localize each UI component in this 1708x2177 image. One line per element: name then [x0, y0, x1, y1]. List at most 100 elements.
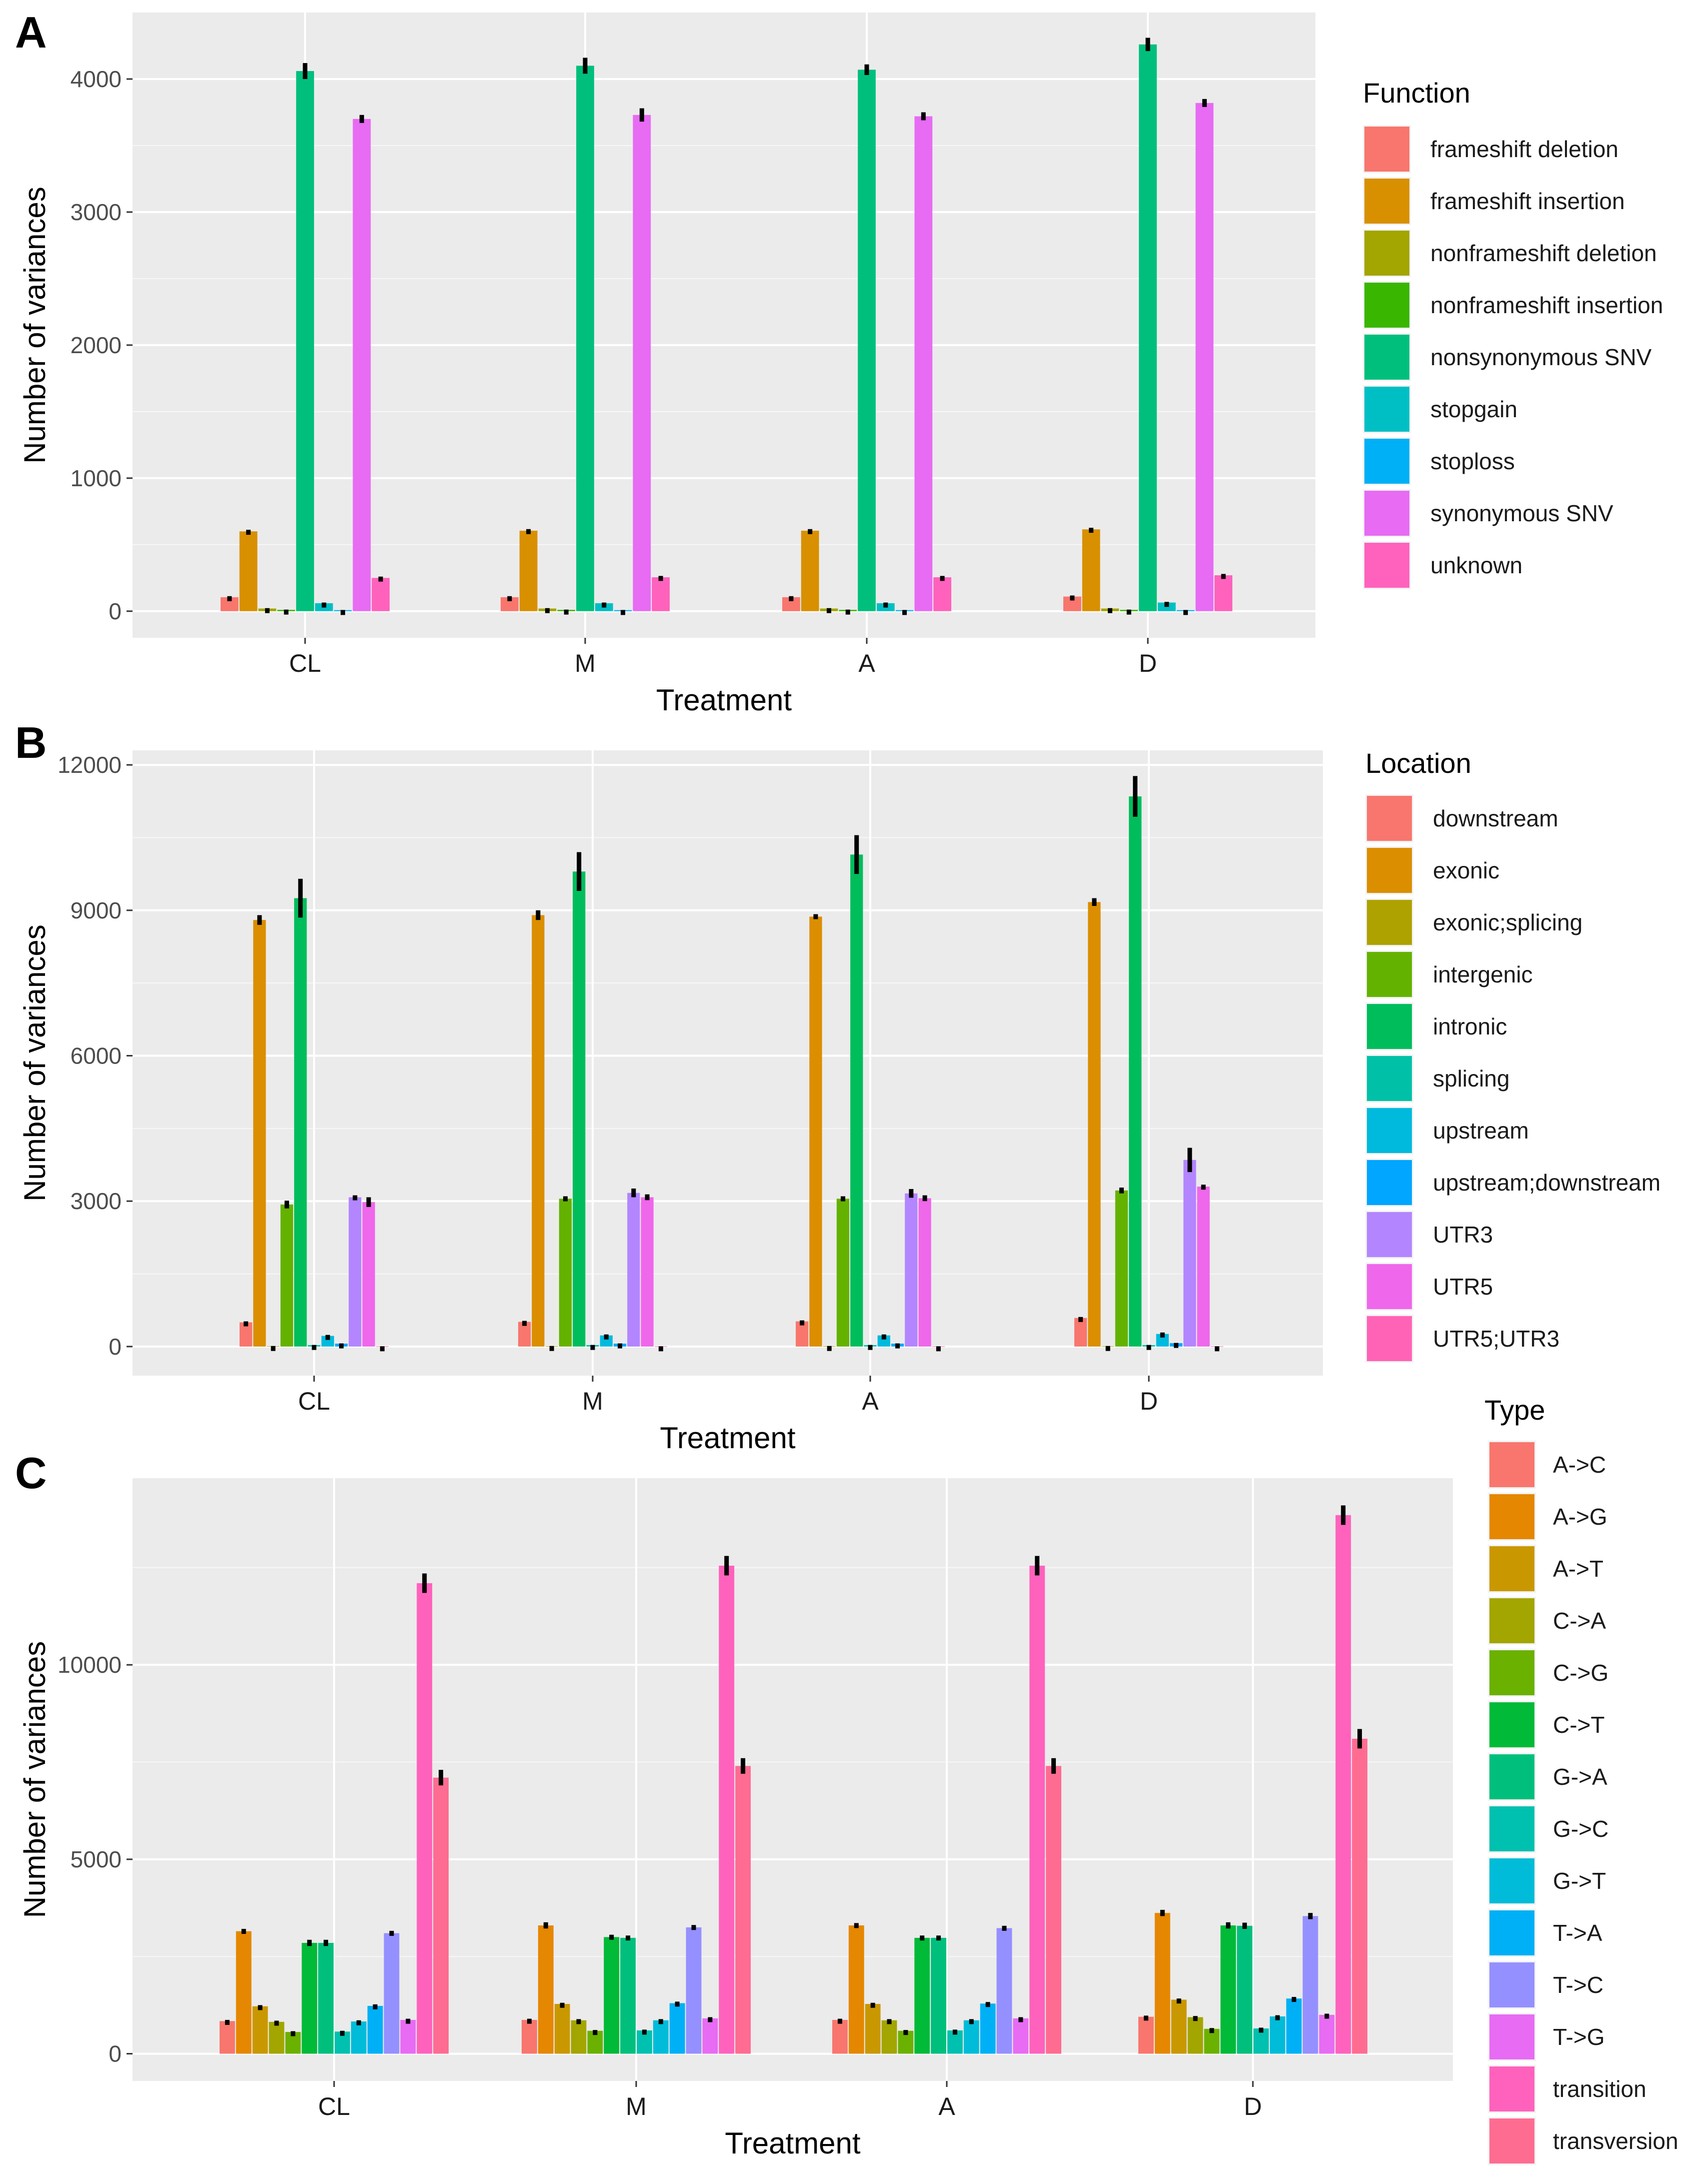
- x-tick-label: CL: [298, 1387, 330, 1415]
- error-bar: [895, 1343, 900, 1349]
- error-bar: [1164, 602, 1169, 607]
- plot-background: [133, 750, 1323, 1376]
- legend-label: splicing: [1433, 1065, 1509, 1092]
- legend-swatch: [1367, 1108, 1412, 1153]
- error-bar: [887, 2019, 892, 2024]
- error-bar: [789, 596, 794, 601]
- error-bar: [1105, 1346, 1110, 1351]
- error-bar: [590, 1345, 595, 1350]
- bar: [240, 1322, 253, 1347]
- bar: [362, 1202, 375, 1347]
- bar: [1286, 1998, 1302, 2054]
- error-bar: [593, 2030, 598, 2035]
- bar: [321, 1336, 334, 1347]
- bar: [1115, 1190, 1128, 1347]
- legend-title: Location: [1365, 747, 1471, 779]
- legend-swatch: [1364, 491, 1409, 536]
- error-bar: [356, 2020, 361, 2025]
- legend-swatch: [1364, 231, 1409, 276]
- legend-label: T->A: [1553, 1920, 1602, 1946]
- legend-label: G->A: [1553, 1764, 1607, 1790]
- error-bar: [307, 1939, 312, 1946]
- error-bar: [626, 1935, 631, 1941]
- bar: [554, 2004, 570, 2054]
- legend-swatch: [1367, 1056, 1412, 1101]
- bar: [1187, 2017, 1203, 2054]
- legend-swatch: [1364, 439, 1409, 484]
- plot-background: [133, 13, 1315, 638]
- legend-label: UTR3: [1433, 1222, 1493, 1248]
- error-bar: [340, 2030, 345, 2036]
- error-bar: [921, 112, 926, 121]
- bar: [252, 2006, 268, 2054]
- error-bar: [1183, 610, 1188, 615]
- error-bar: [244, 1321, 249, 1327]
- legend-swatch: [1489, 1494, 1534, 1539]
- x-tick-label: CL: [318, 2092, 350, 2120]
- error-bar: [564, 609, 569, 615]
- bar: [1197, 1187, 1210, 1347]
- error-bar: [985, 2002, 990, 2007]
- error-bar: [560, 2002, 565, 2008]
- legend-label: intronic: [1433, 1013, 1507, 1039]
- bar: [627, 1193, 640, 1347]
- error-bar: [881, 1334, 886, 1340]
- bar: [1237, 1925, 1252, 2054]
- error-bar: [373, 2004, 378, 2009]
- legend-swatch: [1364, 283, 1409, 328]
- bar: [796, 1321, 809, 1347]
- error-bar: [274, 2020, 279, 2026]
- bar: [1088, 902, 1101, 1347]
- legend-label: stopgain: [1430, 396, 1517, 422]
- error-bar: [298, 878, 303, 918]
- error-bar: [868, 1345, 873, 1350]
- error-bar: [854, 835, 859, 874]
- error-bar: [658, 576, 663, 581]
- legend-label: A->T: [1553, 1556, 1603, 1582]
- bar: [1013, 2018, 1029, 2054]
- bar: [914, 116, 933, 611]
- error-bar: [322, 602, 327, 608]
- error-bar: [631, 1188, 636, 1198]
- error-bar: [602, 602, 607, 608]
- bar: [832, 2019, 848, 2054]
- legend-label: frameshift insertion: [1430, 188, 1625, 214]
- bar: [220, 2021, 235, 2054]
- bar: [933, 577, 951, 611]
- y-tick-label: 3000: [71, 199, 122, 225]
- error-bar: [1242, 1922, 1247, 1929]
- bar: [858, 70, 876, 611]
- bar: [559, 1199, 572, 1347]
- error-bar: [1201, 1185, 1206, 1190]
- error-bar: [1119, 1188, 1124, 1194]
- bar: [1214, 575, 1232, 611]
- error-bar: [325, 1335, 330, 1340]
- bar: [351, 2021, 367, 2054]
- bar: [1319, 2014, 1335, 2054]
- legend-swatch: [1364, 127, 1409, 172]
- bar: [1129, 796, 1142, 1347]
- error-bar: [545, 608, 550, 613]
- error-bar: [576, 2019, 581, 2024]
- error-bar: [1051, 1758, 1056, 1774]
- error-bar: [909, 1189, 914, 1198]
- bar: [633, 115, 651, 611]
- bar: [433, 1777, 449, 2054]
- y-axis-title: Number of variances: [18, 187, 52, 464]
- error-bar: [708, 2017, 713, 2022]
- error-bar: [621, 610, 626, 615]
- legend-label: unknown: [1430, 552, 1522, 578]
- bar: [877, 1335, 890, 1347]
- error-bar: [845, 609, 850, 615]
- error-bar: [527, 2018, 532, 2024]
- error-bar: [903, 2030, 908, 2035]
- x-axis-title: Treatment: [725, 2126, 861, 2160]
- bar: [269, 2021, 285, 2054]
- error-bar: [439, 1770, 444, 1786]
- error-bar: [341, 610, 346, 615]
- error-bar: [936, 1935, 941, 1941]
- error-bar: [675, 2001, 680, 2007]
- legend-swatch: [1367, 952, 1412, 997]
- error-bar: [1070, 595, 1075, 601]
- bar: [532, 915, 545, 1347]
